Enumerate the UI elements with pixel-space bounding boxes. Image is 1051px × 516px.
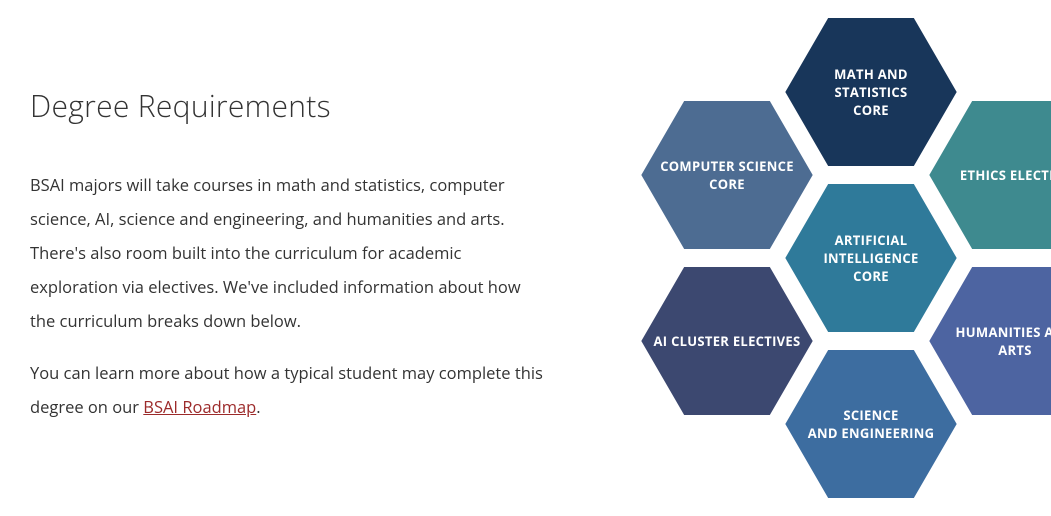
hex-label-ethics: ETHICS ELECTIVE [946, 166, 1051, 184]
hex-sci-eng: SCIENCEAND ENGINEERING [783, 348, 959, 500]
hexagon-diagram: MATH AND STATISTICSCORE COMPUTER SCIENCEC… [555, 0, 1051, 516]
roadmap-suffix: . [256, 395, 260, 418]
section-heading: Degree Requirements [30, 85, 545, 126]
bsai-roadmap-link[interactable]: BSAI Roadmap [143, 395, 256, 418]
hex-label-ai-core: ARTIFICIALINTELLIGENCECORE [809, 231, 932, 285]
roadmap-paragraph: You can learn more about how a typical s… [30, 356, 545, 424]
hex-label-cs-core: COMPUTER SCIENCECORE [646, 157, 808, 193]
hex-label-humanities: HUMANITIES AND ARTS [927, 323, 1051, 359]
hex-label-ai-cluster: AI CLUSTER ELECTIVES [640, 332, 815, 350]
text-column: Degree Requirements BSAI majors will tak… [0, 0, 555, 516]
intro-paragraph: BSAI majors will take courses in math an… [30, 168, 545, 338]
hex-label-sci-eng: SCIENCEAND ENGINEERING [794, 406, 949, 442]
page-container: Degree Requirements BSAI majors will tak… [0, 0, 1051, 516]
hex-label-math-stats: MATH AND STATISTICSCORE [783, 65, 959, 119]
roadmap-prefix: You can learn more about how a typical s… [30, 361, 543, 418]
